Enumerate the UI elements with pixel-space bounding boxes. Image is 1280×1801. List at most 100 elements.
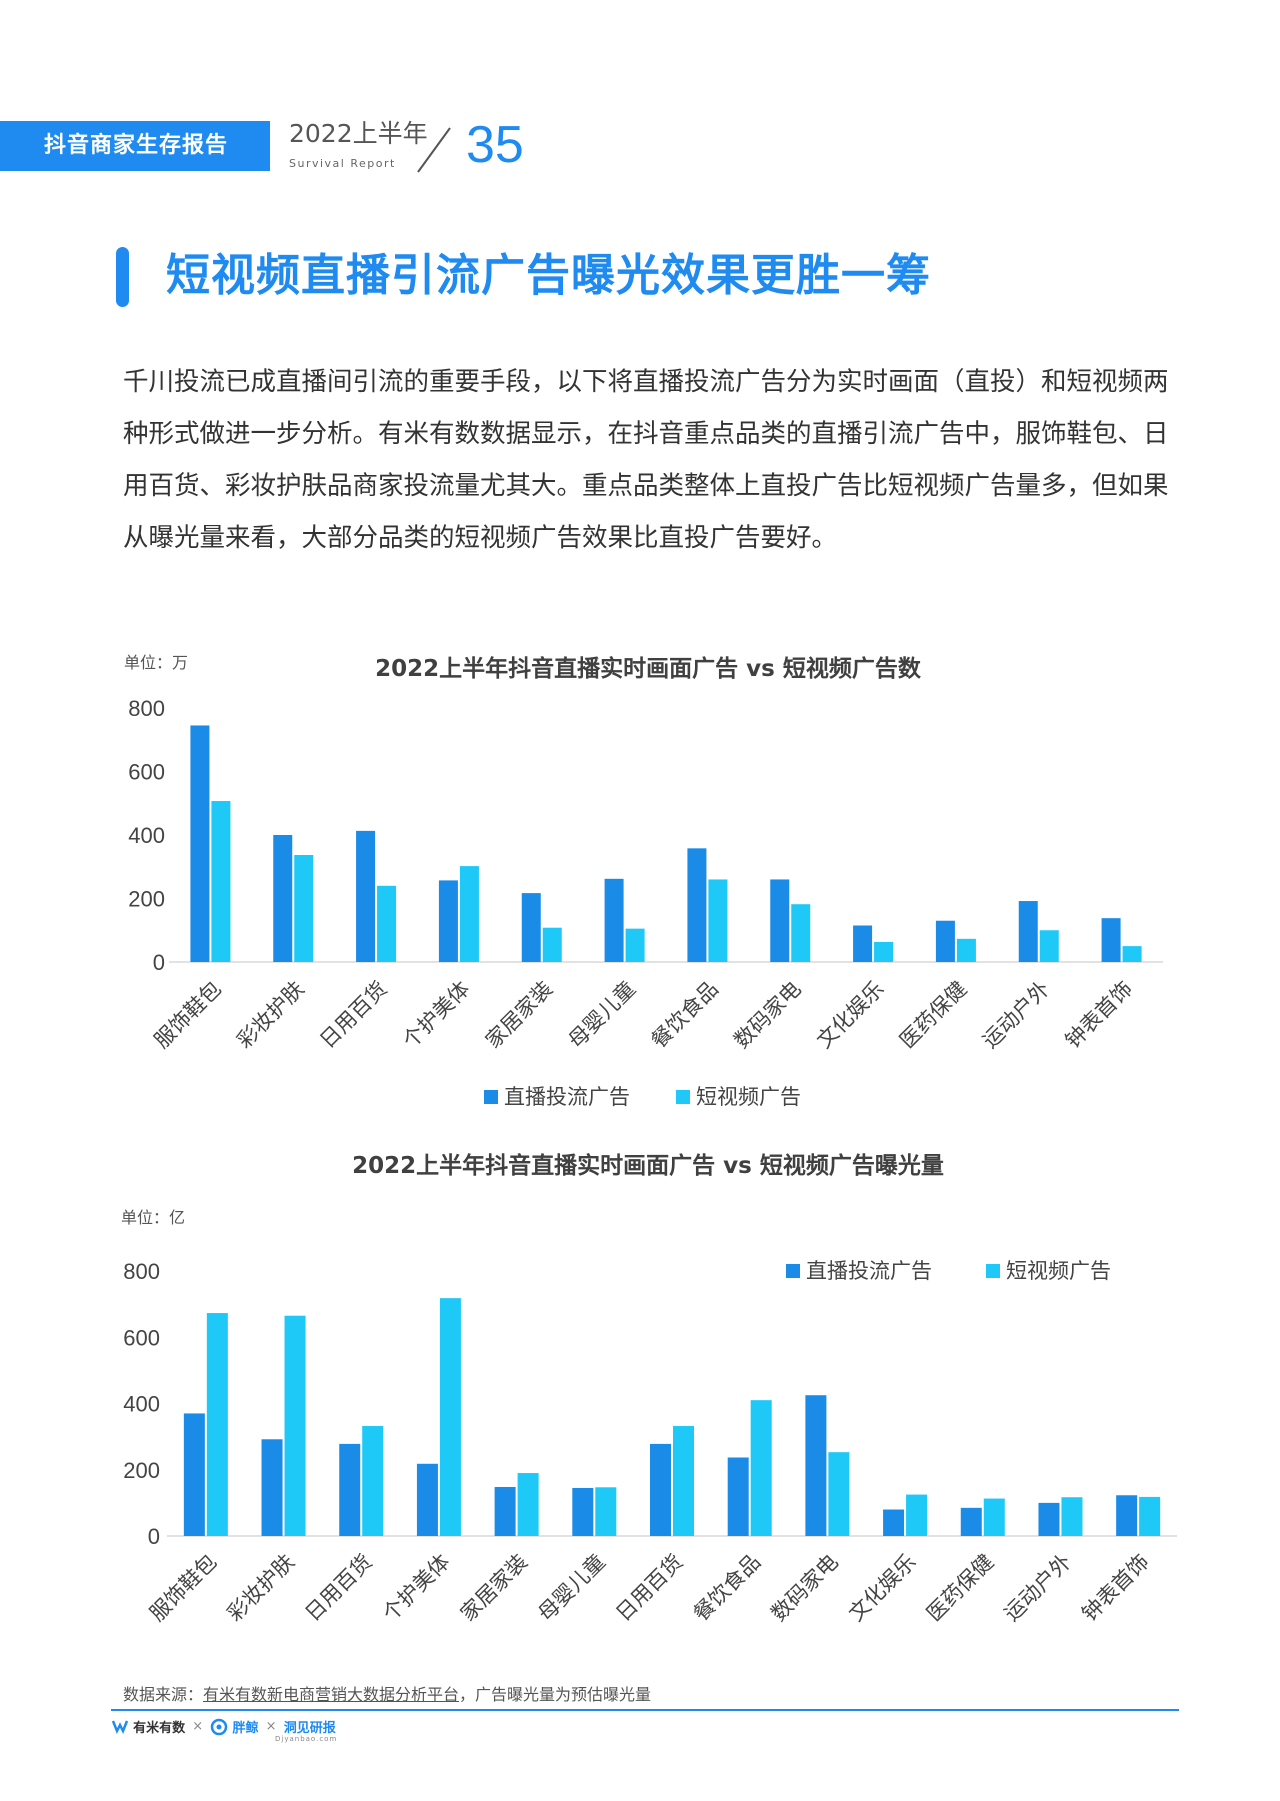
report-tag: 抖音商家生存报告 <box>0 121 270 171</box>
category-label: 个护美体 <box>378 1550 454 1626</box>
bar-live-ad <box>494 1486 516 1536</box>
bar-short-video-ad <box>294 855 314 962</box>
y-tick-label: 800 <box>128 696 165 721</box>
category-label: 运动户外 <box>978 977 1054 1053</box>
footer-rule <box>111 1709 1179 1711</box>
y-tick-label: 200 <box>123 1458 160 1483</box>
bar-short-video-ad <box>1061 1497 1083 1536</box>
bar-live-ad <box>727 1457 749 1536</box>
bar-live-ad <box>273 835 293 962</box>
bar-short-video-ad <box>874 941 894 962</box>
bar-live-ad <box>1018 901 1038 962</box>
bar-live-ad <box>687 848 707 962</box>
bar-short-video-ad <box>750 1400 772 1536</box>
source-link[interactable]: 有米有数新电商营销大数据分析平台 <box>203 1685 460 1704</box>
category-label: 服饰鞋包 <box>150 977 226 1053</box>
legend-swatch <box>484 1090 498 1104</box>
logo-djyanbao-domain: Djyanbao.com <box>275 1735 338 1743</box>
bar-short-video-ad <box>377 885 397 962</box>
category-label: 文化娱乐 <box>812 977 888 1053</box>
bar-short-video-ad <box>906 1494 928 1536</box>
bar-short-video-ad <box>517 1473 539 1536</box>
bar-short-video-ad <box>211 801 231 962</box>
y-tick-label: 400 <box>128 823 165 848</box>
bar-short-video-ad <box>284 1315 306 1536</box>
y-tick-label: 0 <box>153 950 165 975</box>
logo-djyanbao: 洞见研报 <box>283 1721 336 1736</box>
bar-short-video-ad <box>625 928 645 962</box>
bar-live-ad <box>805 1395 827 1536</box>
youmi-logo-icon <box>111 1720 129 1734</box>
legend-label: 短视频广告 <box>696 1085 801 1109</box>
data-source: 数据来源：有米有数新电商营销大数据分析平台，广告曝光量为预估曝光量 <box>123 1681 651 1705</box>
y-tick-label: 200 <box>128 887 165 912</box>
bar-live-ad <box>650 1443 671 1536</box>
bar-live-ad <box>604 878 624 962</box>
bar-live-ad <box>1101 918 1121 962</box>
bar-short-video-ad <box>362 1426 384 1536</box>
bar-short-video-ad <box>439 1298 461 1536</box>
slash-divider <box>417 127 451 173</box>
category-label: 钟表首饰 <box>1077 1550 1153 1626</box>
bar-live-ad <box>1116 1495 1138 1536</box>
category-label: 母婴儿童 <box>564 977 640 1053</box>
category-label: 日用百货 <box>611 1550 687 1626</box>
category-label: 餐饮食品 <box>689 1550 765 1626</box>
chart-title: 2022上半年抖音直播实时画面广告 vs 短视频广告曝光量 <box>352 1152 944 1179</box>
bar-short-video-ad <box>983 1498 1005 1536</box>
bar-live-ad <box>438 880 458 962</box>
logo-pangjing: 胖鲸 <box>232 1721 259 1736</box>
logo-youmi: 有米有数 <box>133 1721 186 1736</box>
bar-short-video-ad <box>459 866 479 962</box>
bar-short-video-ad <box>1039 930 1059 962</box>
bar-live-ad <box>356 830 376 962</box>
category-label: 数码家电 <box>767 1550 843 1626</box>
bar-live-ad <box>960 1507 982 1536</box>
legend-swatch <box>676 1090 690 1104</box>
category-label: 服饰鞋包 <box>145 1550 221 1626</box>
bar-live-ad <box>572 1487 594 1536</box>
logo-separator: × <box>265 1719 277 1734</box>
unit-label: 单位：亿 <box>121 1208 185 1227</box>
category-label: 日用百货 <box>315 977 391 1053</box>
page-number: 35 <box>466 116 524 174</box>
bar-live-ad <box>770 879 790 962</box>
bar-live-ad <box>339 1443 361 1536</box>
bar-short-video-ad <box>828 1452 850 1536</box>
category-label: 母婴儿童 <box>533 1550 609 1626</box>
bar-short-video-ad <box>673 1426 694 1536</box>
bar-live-ad <box>183 1413 205 1536</box>
bar-short-video-ad <box>708 879 728 962</box>
category-label: 家居家装 <box>481 977 557 1053</box>
y-tick-label: 600 <box>128 760 165 785</box>
category-label: 彩妆护肤 <box>232 977 308 1053</box>
bar-live-ad <box>416 1463 438 1536</box>
logo-separator: × <box>192 1719 204 1734</box>
legend-label: 直播投流广告 <box>806 1259 932 1283</box>
legend-label: 短视频广告 <box>1006 1259 1111 1283</box>
chart-title: 2022上半年抖音直播实时画面广告 vs 短视频广告数 <box>375 655 922 682</box>
legend-swatch <box>986 1264 1000 1278</box>
category-label: 运动户外 <box>1000 1550 1076 1626</box>
bar-live-ad <box>521 893 541 962</box>
y-tick-label: 600 <box>123 1325 160 1350</box>
category-label: 数码家电 <box>729 977 805 1053</box>
unit-label: 单位：万 <box>124 653 188 672</box>
report-year: 2022上半年 <box>289 119 428 148</box>
y-tick-label: 0 <box>148 1524 160 1549</box>
legend-label: 直播投流广告 <box>504 1085 630 1109</box>
category-label: 餐饮食品 <box>647 977 723 1053</box>
bar-short-video-ad <box>542 927 562 962</box>
bar-short-video-ad <box>595 1487 617 1536</box>
category-label: 个护美体 <box>398 977 474 1053</box>
section-title: 短视频直播引流广告曝光效果更胜一筹 <box>166 250 931 301</box>
bar-live-ad <box>883 1509 905 1536</box>
category-label: 文化娱乐 <box>844 1550 920 1626</box>
bar-short-video-ad <box>206 1313 228 1536</box>
y-tick-label: 400 <box>123 1392 160 1417</box>
report-subtitle: Survival Report <box>289 157 396 170</box>
bar-live-ad <box>935 920 955 962</box>
bar-live-ad <box>190 725 210 962</box>
source-prefix: 数据来源： <box>123 1685 204 1704</box>
bar-short-video-ad <box>791 904 811 962</box>
